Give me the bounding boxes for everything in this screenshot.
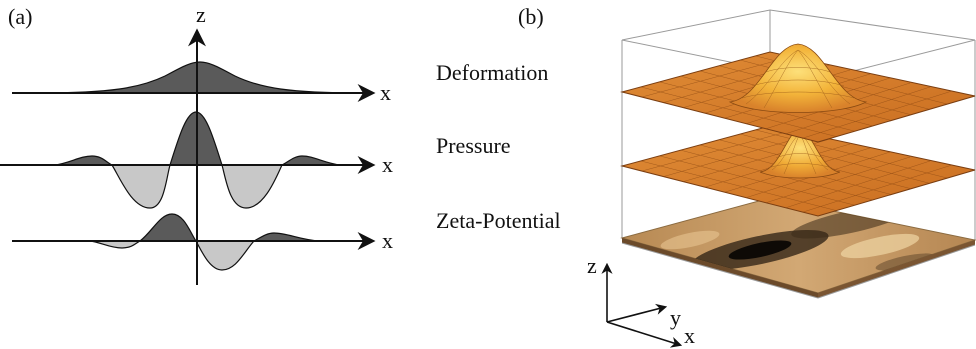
triad-z-label: z: [587, 253, 597, 278]
triad-x-label: x: [684, 323, 695, 348]
panel-a-label: (a): [8, 4, 32, 29]
middle-positive-left: [54, 155, 113, 166]
bottom-positive-lobe: [138, 213, 198, 242]
deformation-peak: [728, 43, 868, 113]
bounding-box-front: [621, 242, 976, 299]
panel-b-3d-layers: (b): [436, 4, 976, 348]
bottom-negative-lobe: [194, 240, 256, 271]
panel-b-label: (b): [518, 4, 544, 29]
pressure-surface: [620, 125, 976, 217]
bottom-negative-small: [89, 240, 141, 249]
middle-positive-right: [281, 155, 341, 166]
middle-negative-right: [221, 164, 283, 209]
label-zeta-potential: Zeta-Potential: [436, 208, 561, 233]
label-deformation: Deformation: [436, 60, 548, 85]
middle-negative-left: [110, 164, 171, 209]
top-gaussian-area: [39, 61, 361, 94]
pressure-peak: [759, 127, 841, 179]
panel-a-wave-profiles: (a) z x x x: [0, 2, 393, 285]
deformation-surface: [620, 43, 976, 143]
x-axis-bottom-label: x: [382, 228, 393, 253]
z-axis-a-label: z: [196, 2, 206, 27]
zeta-potential-surface: [620, 197, 976, 298]
triad-y-label: y: [670, 305, 681, 330]
x-axis-middle-label: x: [382, 152, 393, 177]
axes-triad: z y x: [587, 253, 695, 348]
x-axis-top-label: x: [380, 80, 391, 105]
label-pressure: Pressure: [436, 133, 511, 158]
triad-y-axis: [606, 303, 668, 323]
bottom-positive-small: [253, 232, 321, 242]
triad-x-axis: [606, 321, 683, 348]
